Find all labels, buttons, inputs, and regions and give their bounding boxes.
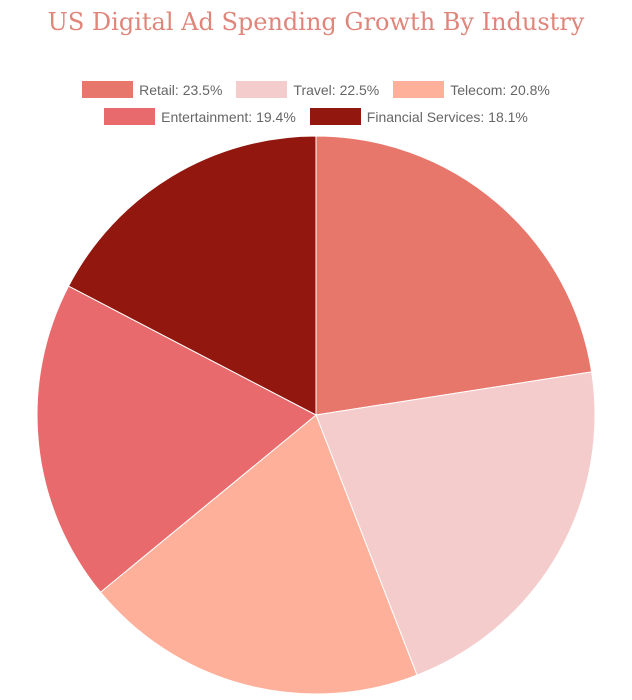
legend-item-travel[interactable]: Travel: 22.5% <box>236 81 379 98</box>
legend-swatch <box>309 108 361 125</box>
pie-slice-telecom[interactable] <box>99 414 418 695</box>
legend-item-financial-services[interactable]: Financial Services: 18.1% <box>309 108 528 125</box>
pie-slice-entertainment[interactable] <box>36 285 317 593</box>
legend-item-entertainment[interactable]: Entertainment: 19.4% <box>104 108 296 125</box>
legend-label: Telecom: 20.8% <box>450 81 550 98</box>
legend-item-retail[interactable]: Retail: 23.5% <box>82 81 222 98</box>
legend-label: Retail: 23.5% <box>139 81 223 98</box>
legend-item-telecom[interactable]: Telecom: 20.8% <box>393 81 550 98</box>
chart-title: US Digital Ad Spending Growth By Industr… <box>47 8 585 36</box>
legend-label: Travel: 22.5% <box>293 81 380 98</box>
pie-slice-travel[interactable] <box>315 371 596 676</box>
legend-row-1: Retail: 23.5% Travel: 22.5% Telecom: 20.8% <box>0 81 632 98</box>
pie-slice-financial-services[interactable] <box>67 135 317 416</box>
legend-swatch <box>82 81 134 98</box>
legend-swatch <box>236 81 288 98</box>
legend-swatch <box>393 81 445 98</box>
legend-label: Entertainment: 19.4% <box>161 108 296 125</box>
legend-row-2: Entertainment: 19.4% Financial Services: … <box>0 108 632 125</box>
legend-label: Financial Services: 18.1% <box>366 108 528 125</box>
pie-slice-retail[interactable] <box>315 135 593 416</box>
legend-swatch <box>104 108 156 125</box>
